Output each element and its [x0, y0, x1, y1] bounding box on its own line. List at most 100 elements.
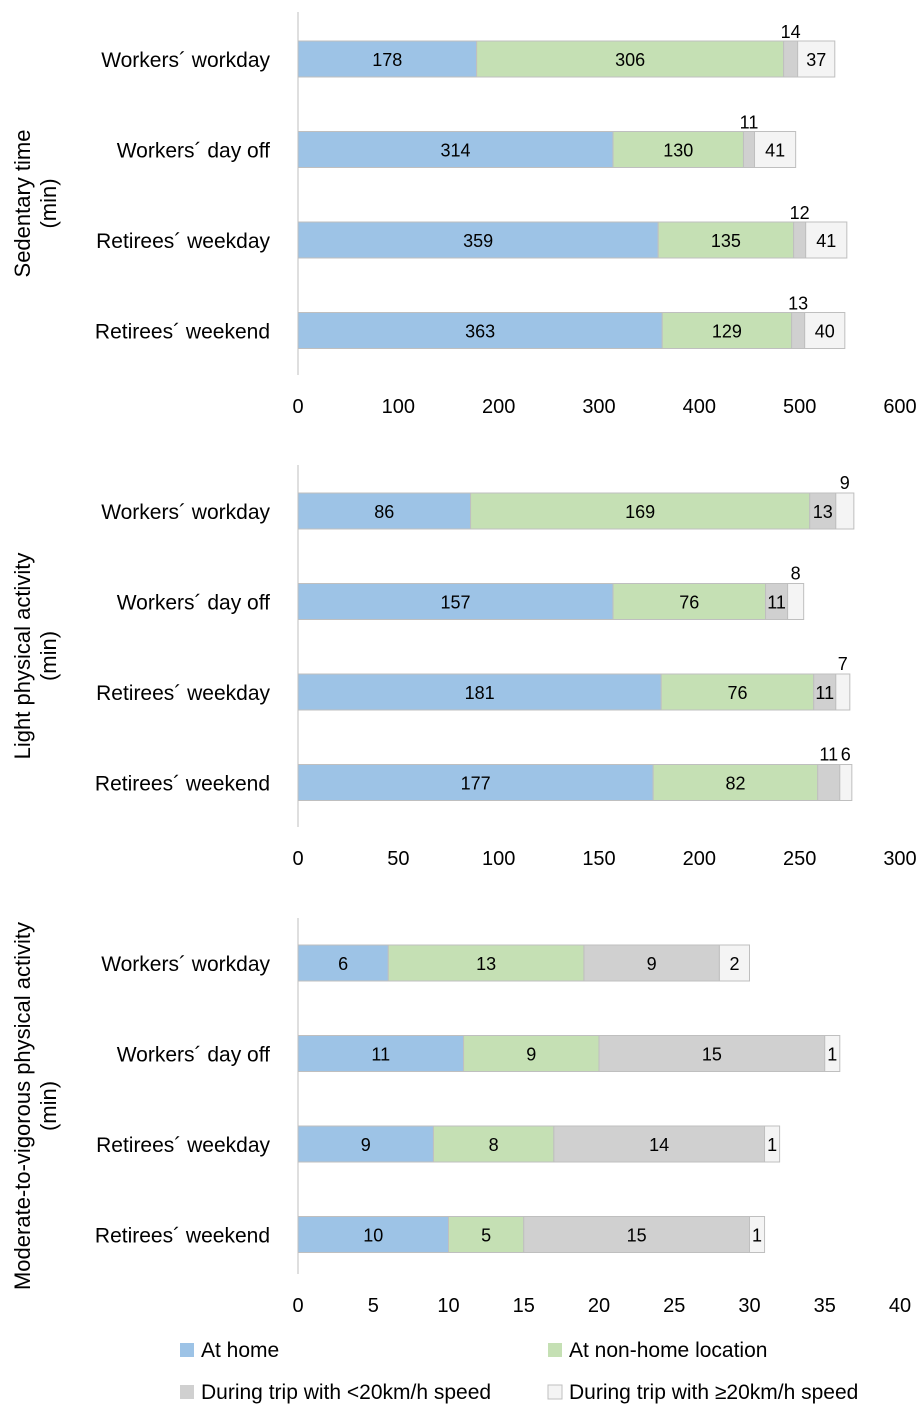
- bar-segment: [297, 764, 654, 801]
- data-label: 41: [816, 231, 836, 251]
- data-label: 5: [481, 1226, 491, 1246]
- data-label: 9: [840, 473, 850, 493]
- data-label: 9: [647, 954, 657, 974]
- data-label: 169: [625, 502, 655, 522]
- bar-segment: [297, 673, 662, 711]
- bar-segment: [448, 1216, 525, 1253]
- x-tick-label: 50: [387, 848, 409, 870]
- data-label: 12: [790, 203, 810, 223]
- y-axis-title: Moderate-to-vigorous physical activity(m…: [10, 922, 61, 1290]
- data-label: 9: [526, 1045, 536, 1065]
- y-axis-title: Sedentary time(min): [10, 130, 61, 278]
- data-label: 13: [813, 502, 833, 522]
- category-label: Workers´ workday: [101, 501, 270, 524]
- data-label: 86: [374, 502, 394, 522]
- bar-segment: [661, 312, 793, 349]
- x-tick-label: 5: [368, 1295, 379, 1317]
- y-axis-title-line: Sedentary time: [10, 130, 35, 278]
- category-label: Workers´ day off: [117, 592, 270, 615]
- data-label: 135: [711, 231, 741, 251]
- bar-segment: [787, 583, 805, 620]
- bar-segment: [718, 944, 751, 982]
- bar-segment: [612, 583, 767, 620]
- category-label: Retirees´ weekend: [95, 1225, 270, 1248]
- data-label: 15: [627, 1226, 647, 1246]
- x-tick-label: 100: [482, 848, 515, 870]
- legend-swatch: [548, 1343, 562, 1357]
- bar-segment: [476, 40, 785, 78]
- legend-label: During trip with <20km/h speed: [201, 1381, 491, 1404]
- bar-segment: [817, 764, 841, 801]
- data-label: 11: [767, 593, 786, 613]
- x-tick-label: 300: [582, 396, 615, 418]
- x-tick-label: 15: [513, 1295, 535, 1317]
- data-label: 11: [740, 113, 759, 133]
- x-tick-label: 150: [582, 848, 615, 870]
- x-tick-label: 30: [738, 1295, 760, 1317]
- category-label: Retirees´ weekday: [96, 1134, 270, 1157]
- x-tick-label: 200: [482, 396, 515, 418]
- bar-segment: [804, 312, 846, 349]
- data-label: 2: [729, 954, 739, 974]
- data-label: 9: [361, 1135, 371, 1155]
- bar-segment: [297, 492, 472, 530]
- legend-swatch: [547, 1384, 563, 1400]
- x-tick-label: 35: [814, 1295, 836, 1317]
- data-label: 6: [338, 954, 348, 974]
- x-tick-label: 400: [683, 396, 716, 418]
- bar-segment: [297, 1035, 465, 1072]
- data-label: 129: [712, 322, 742, 342]
- bar-segment: [809, 492, 837, 530]
- data-label: 76: [727, 683, 747, 703]
- data-label: 14: [649, 1135, 669, 1155]
- category-label: Retirees´ weekday: [96, 682, 270, 705]
- data-label: 306: [615, 50, 645, 70]
- x-tick-label: 300: [883, 848, 916, 870]
- data-label: 40: [815, 322, 835, 342]
- data-label: 1: [752, 1226, 762, 1246]
- bar-segment: [297, 1216, 449, 1253]
- bar-segment: [783, 40, 799, 78]
- data-label: 130: [663, 141, 693, 161]
- legend-label: At home: [201, 1339, 279, 1362]
- data-label: 11: [371, 1045, 390, 1065]
- bar-segment: [297, 1125, 434, 1163]
- data-label: 8: [489, 1135, 499, 1155]
- data-label: 1: [767, 1135, 777, 1155]
- category-label: Workers´ day off: [117, 140, 270, 163]
- bar-segment: [463, 1035, 600, 1072]
- legend: At home At non-home location During trip w…: [180, 1339, 858, 1404]
- bar-segment: [835, 492, 855, 530]
- bar-segment: [297, 312, 663, 349]
- bar-segment: [764, 1125, 781, 1163]
- data-label: 76: [679, 593, 699, 613]
- x-tick-label: 0: [292, 1295, 303, 1317]
- data-label: 6: [841, 745, 851, 765]
- data-label: 359: [463, 231, 493, 251]
- data-label: 7: [838, 654, 848, 674]
- bar-segment: [553, 1125, 766, 1163]
- category-label: Retirees´ weekend: [95, 321, 270, 344]
- bar-segment: [660, 673, 815, 711]
- bar-segment: [797, 40, 836, 78]
- legend-label: During trip with ≥20km/h speed: [569, 1381, 858, 1404]
- y-axis-title: Light physical activity(min): [10, 553, 61, 760]
- category-label: Workers´ workday: [101, 953, 270, 976]
- y-axis-title-line: Light physical activity: [10, 553, 35, 760]
- bar-segment: [835, 673, 851, 711]
- data-label: 178: [372, 50, 402, 70]
- y-axis-title-line: (min): [36, 1081, 61, 1131]
- bar-segment: [742, 131, 756, 168]
- x-tick-label: 250: [783, 848, 816, 870]
- x-tick-label: 40: [889, 1295, 911, 1317]
- data-label: 157: [440, 593, 470, 613]
- x-tick-label: 20: [588, 1295, 610, 1317]
- category-label: Workers´ workday: [101, 49, 270, 72]
- chart-panel-2: 0 50 100 150 200 250 300 Light physical activit…: [10, 465, 917, 870]
- data-label: 181: [465, 683, 495, 703]
- data-label: 1: [827, 1045, 837, 1065]
- x-tick-label: 25: [663, 1295, 685, 1317]
